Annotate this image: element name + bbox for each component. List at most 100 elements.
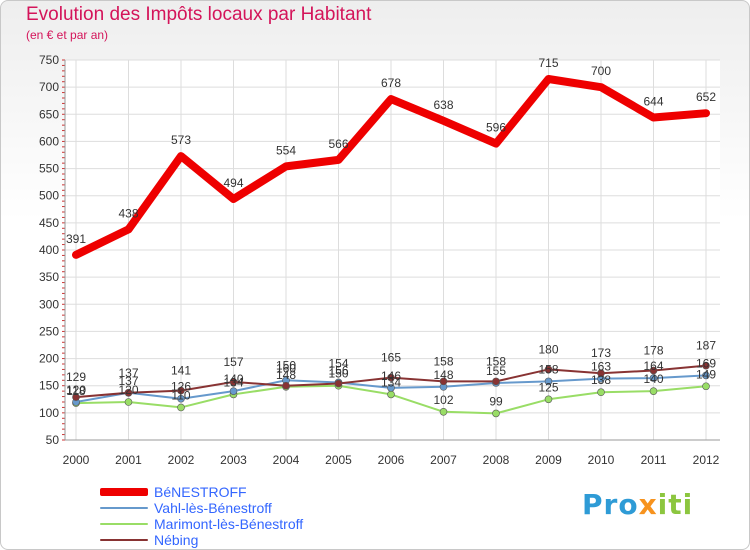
data-label: 146 xyxy=(381,369,401,383)
data-label: 158 xyxy=(538,362,558,376)
data-point xyxy=(702,361,710,370)
data-point xyxy=(72,393,80,401)
legend-label: Vahl-lès-Bénestroff xyxy=(154,500,272,516)
legend-swatch xyxy=(100,488,148,496)
chart-subtitle: (en € et par an) xyxy=(26,28,109,42)
data-point xyxy=(492,409,500,418)
data-label: 150 xyxy=(328,367,348,381)
x-tick-label: 2000 xyxy=(63,453,90,467)
data-label: 125 xyxy=(538,380,558,394)
data-label: 138 xyxy=(591,373,611,387)
series-line xyxy=(72,75,710,259)
data-label: 129 xyxy=(66,370,86,384)
data-point xyxy=(544,365,553,374)
logo-part: x xyxy=(638,488,658,521)
y-tick-label: 600 xyxy=(39,134,59,148)
data-label: 187 xyxy=(696,339,716,353)
data-point xyxy=(229,378,238,386)
x-tick-label: 2004 xyxy=(273,453,300,467)
data-point xyxy=(387,373,395,382)
legend-swatch xyxy=(100,507,148,509)
y-tick-label: 500 xyxy=(39,189,59,203)
data-label: 566 xyxy=(328,137,348,151)
x-tick-label: 2010 xyxy=(588,453,615,467)
data-point xyxy=(439,377,448,386)
y-tick-label: 400 xyxy=(39,243,59,257)
legend-label: BéNESTROFF xyxy=(154,484,247,500)
data-point xyxy=(649,374,658,382)
y-tick-label: 350 xyxy=(39,270,59,284)
data-point xyxy=(124,398,133,406)
data-point xyxy=(702,371,710,380)
legend-swatch xyxy=(100,539,148,541)
x-tick-label: 2007 xyxy=(430,453,457,467)
data-point xyxy=(387,390,395,399)
y-tick-label: 750 xyxy=(39,53,59,67)
data-label: 715 xyxy=(538,56,558,70)
y-tick-label: 50 xyxy=(46,433,60,447)
data-label: 148 xyxy=(433,368,453,382)
data-label: 120 xyxy=(118,383,138,397)
data-point xyxy=(439,407,448,416)
x-tick-label: 2003 xyxy=(220,453,247,467)
data-point xyxy=(492,377,500,386)
logo-part: Pro xyxy=(582,488,639,521)
x-tick-label: 2008 xyxy=(483,453,510,467)
data-label: 165 xyxy=(381,351,401,365)
proxiti-logo: Proxiti xyxy=(582,488,693,521)
data-point xyxy=(334,379,343,388)
data-label: 173 xyxy=(591,346,611,360)
line-chart: 50 100 150 200 250 300 350 400 450 500 550 600 650 70… xyxy=(39,53,720,467)
y-tick-label: 100 xyxy=(39,406,59,420)
data-label: 652 xyxy=(696,90,716,104)
x-tick-label: 2006 xyxy=(378,453,405,467)
data-label: 700 xyxy=(591,64,611,78)
data-label: 156 xyxy=(328,363,348,377)
data-label: 438 xyxy=(118,206,138,220)
legend-label: Nébing xyxy=(154,532,199,548)
data-label: 102 xyxy=(433,393,453,407)
data-label: 158 xyxy=(433,354,453,368)
data-label: 157 xyxy=(223,355,243,369)
data-label: 391 xyxy=(66,232,86,246)
data-label: 148 xyxy=(276,368,296,382)
data-label: 160 xyxy=(276,361,296,375)
data-label: 158 xyxy=(486,354,506,368)
data-label: 137 xyxy=(118,374,138,388)
data-point xyxy=(282,381,290,390)
data-label: 141 xyxy=(171,364,191,378)
data-label: 150 xyxy=(276,359,296,373)
data-label: 137 xyxy=(118,366,138,380)
data-label: 596 xyxy=(486,121,506,135)
data-point xyxy=(177,394,185,403)
y-tick-label: 150 xyxy=(39,379,59,393)
x-tick-label: 2011 xyxy=(641,453,667,467)
data-point xyxy=(702,382,710,391)
data-label: 140 xyxy=(223,372,243,386)
data-point xyxy=(124,388,133,397)
data-label: 134 xyxy=(223,375,243,389)
legend-swatch xyxy=(100,523,148,525)
data-point xyxy=(229,387,238,395)
data-point xyxy=(177,386,185,395)
y-tick-label: 650 xyxy=(39,107,59,121)
legend-label: Marimont-lès-Bénestroff xyxy=(154,516,304,532)
y-tick-label: 450 xyxy=(39,216,59,230)
data-point xyxy=(597,388,605,397)
x-tick-label: 2009 xyxy=(535,453,562,467)
data-label: 126 xyxy=(171,380,191,394)
data-label: 149 xyxy=(696,367,716,381)
data-label: 155 xyxy=(486,364,506,378)
data-label: 164 xyxy=(643,359,663,373)
y-tick-label: 700 xyxy=(39,80,59,94)
x-tick-label: 2001 xyxy=(115,453,142,467)
data-label: 118 xyxy=(66,384,85,398)
data-label: 154 xyxy=(328,357,348,371)
data-label: 99 xyxy=(489,394,503,408)
data-point xyxy=(597,369,605,378)
data-label: 120 xyxy=(66,383,86,397)
data-point xyxy=(544,395,553,404)
data-label: 110 xyxy=(171,388,190,402)
data-point xyxy=(649,387,658,395)
data-label: 180 xyxy=(538,342,558,356)
